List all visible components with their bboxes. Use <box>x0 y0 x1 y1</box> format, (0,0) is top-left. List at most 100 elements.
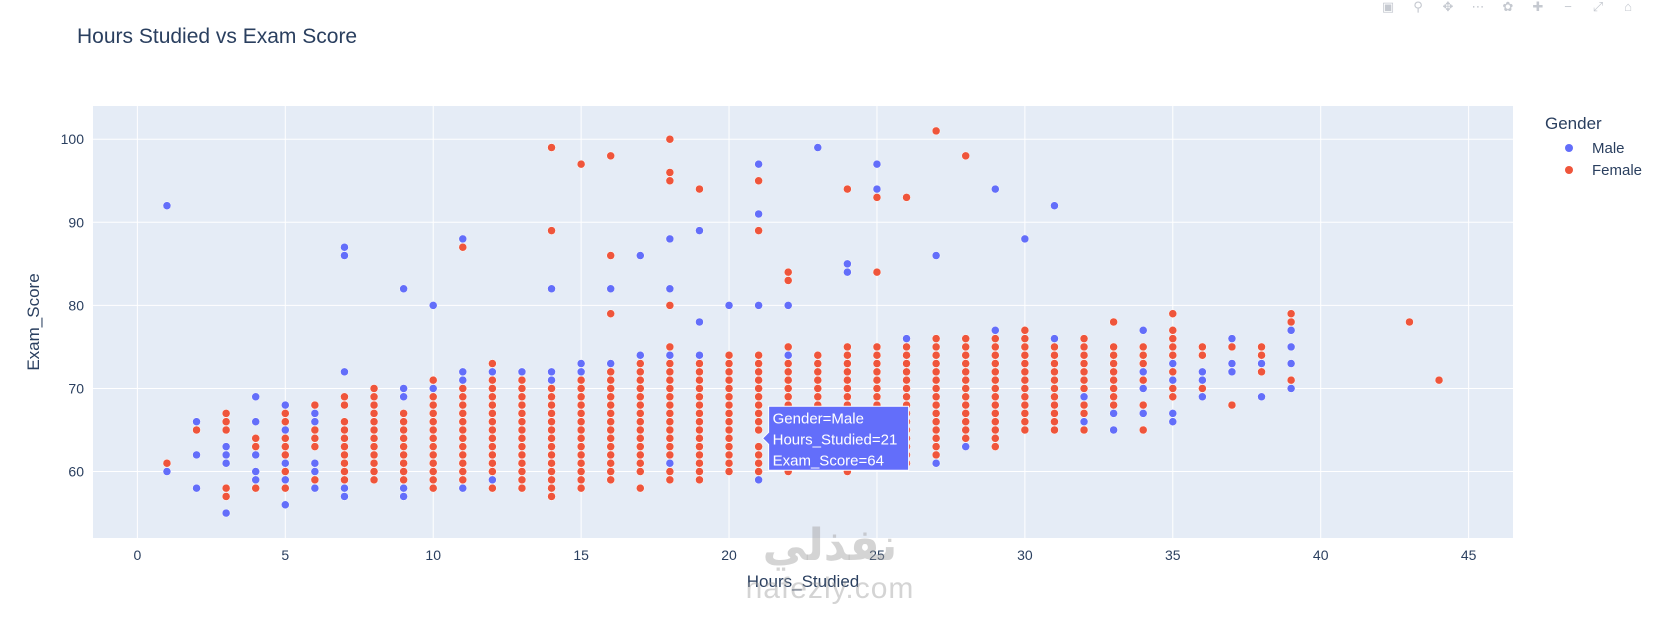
data-point-female[interactable] <box>340 434 349 443</box>
data-point-male[interactable] <box>1138 409 1148 418</box>
data-point-female[interactable] <box>1050 417 1059 426</box>
data-point-female[interactable] <box>1168 342 1178 352</box>
data-point-female[interactable] <box>281 434 290 443</box>
data-point-female[interactable] <box>695 392 704 402</box>
data-point-female[interactable] <box>399 417 408 426</box>
data-point-female[interactable] <box>1020 359 1030 368</box>
data-point-male[interactable] <box>754 475 763 485</box>
data-point-female[interactable] <box>547 475 556 485</box>
data-point-female[interactable] <box>1198 384 1207 393</box>
data-point-female[interactable] <box>428 475 438 485</box>
data-point-male[interactable] <box>458 375 468 385</box>
data-point-female[interactable] <box>1079 400 1089 410</box>
data-point-female[interactable] <box>636 375 645 385</box>
data-point-female[interactable] <box>458 242 468 252</box>
data-point-female[interactable] <box>369 467 379 476</box>
data-point-female[interactable] <box>724 409 734 418</box>
data-point-male[interactable] <box>665 234 675 244</box>
data-point-female[interactable] <box>488 409 497 418</box>
data-point-female[interactable] <box>369 425 379 435</box>
data-point-female[interactable] <box>695 458 704 468</box>
data-point-male[interactable] <box>843 267 852 277</box>
data-point-female[interactable] <box>547 400 556 410</box>
data-point-female[interactable] <box>902 342 911 352</box>
data-point-female[interactable] <box>310 434 320 443</box>
data-point-female[interactable] <box>695 450 704 460</box>
data-point-female[interactable] <box>576 392 586 402</box>
data-point-female[interactable] <box>665 475 675 485</box>
data-point-female[interactable] <box>369 458 379 468</box>
data-point-male[interactable] <box>695 350 704 360</box>
data-point-female[interactable] <box>606 417 615 426</box>
data-point-female[interactable] <box>872 359 882 368</box>
data-point-female[interactable] <box>399 442 408 451</box>
data-point-male[interactable] <box>813 143 823 152</box>
data-point-female[interactable] <box>813 367 823 377</box>
data-point-male[interactable] <box>399 392 408 402</box>
data-point-male[interactable] <box>1138 384 1148 393</box>
data-point-female[interactable] <box>1109 392 1118 402</box>
data-point-female[interactable] <box>902 193 911 202</box>
data-point-female[interactable] <box>754 350 763 360</box>
data-point-female[interactable] <box>1138 400 1148 410</box>
data-point-female[interactable] <box>606 434 615 443</box>
data-point-female[interactable] <box>1079 350 1089 360</box>
data-point-female[interactable] <box>547 143 556 152</box>
data-point-male[interactable] <box>399 384 408 393</box>
data-point-female[interactable] <box>517 384 527 393</box>
data-point-female[interactable] <box>931 375 941 385</box>
data-point-female[interactable] <box>665 367 675 377</box>
data-point-male[interactable] <box>340 251 349 260</box>
data-point-male[interactable] <box>1168 359 1178 368</box>
data-point-male[interactable] <box>310 483 320 493</box>
data-point-female[interactable] <box>961 409 970 418</box>
data-point-female[interactable] <box>872 267 882 277</box>
data-point-female[interactable] <box>636 442 645 451</box>
autoscale-icon[interactable]: ⤢ <box>1592 0 1604 14</box>
data-point-female[interactable] <box>340 442 349 451</box>
data-point-female[interactable] <box>724 458 734 468</box>
data-point-male[interactable] <box>843 259 852 269</box>
data-point-male[interactable] <box>281 425 290 435</box>
data-point-female[interactable] <box>488 384 497 393</box>
data-point-female[interactable] <box>1109 400 1118 410</box>
data-point-female[interactable] <box>428 450 438 460</box>
data-point-male[interactable] <box>192 483 201 493</box>
data-point-female[interactable] <box>724 450 734 460</box>
data-point-female[interactable] <box>636 425 645 435</box>
data-point-female[interactable] <box>1168 350 1178 360</box>
data-point-female[interactable] <box>606 400 615 410</box>
data-point-female[interactable] <box>488 375 497 385</box>
data-point-female[interactable] <box>428 375 438 385</box>
data-point-female[interactable] <box>458 417 468 426</box>
data-point-female[interactable] <box>872 350 882 360</box>
data-point-male[interactable] <box>931 458 941 468</box>
data-point-male[interactable] <box>340 242 349 252</box>
data-point-female[interactable] <box>724 467 734 476</box>
data-point-female[interactable] <box>1109 375 1118 385</box>
data-point-female[interactable] <box>636 483 645 493</box>
data-point-female[interactable] <box>428 434 438 443</box>
data-point-male[interactable] <box>1168 409 1178 418</box>
data-point-female[interactable] <box>636 458 645 468</box>
data-point-female[interactable] <box>340 450 349 460</box>
data-point-female[interactable] <box>902 359 911 368</box>
data-point-female[interactable] <box>1168 326 1178 335</box>
data-point-female[interactable] <box>872 384 882 393</box>
data-point-female[interactable] <box>991 359 1000 368</box>
data-point-female[interactable] <box>1257 367 1266 377</box>
data-point-female[interactable] <box>931 417 941 426</box>
data-point-male[interactable] <box>636 251 645 260</box>
data-point-female[interactable] <box>754 409 763 418</box>
data-point-male[interactable] <box>547 284 556 294</box>
data-point-male[interactable] <box>606 284 615 294</box>
data-point-female[interactable] <box>1020 367 1030 377</box>
data-point-female[interactable] <box>843 350 852 360</box>
data-point-male[interactable] <box>1138 367 1148 377</box>
data-point-female[interactable] <box>961 359 970 368</box>
data-point-female[interactable] <box>1050 384 1059 393</box>
data-point-female[interactable] <box>221 409 231 418</box>
data-point-female[interactable] <box>931 425 941 435</box>
data-point-female[interactable] <box>665 417 675 426</box>
data-point-female[interactable] <box>1168 392 1178 402</box>
